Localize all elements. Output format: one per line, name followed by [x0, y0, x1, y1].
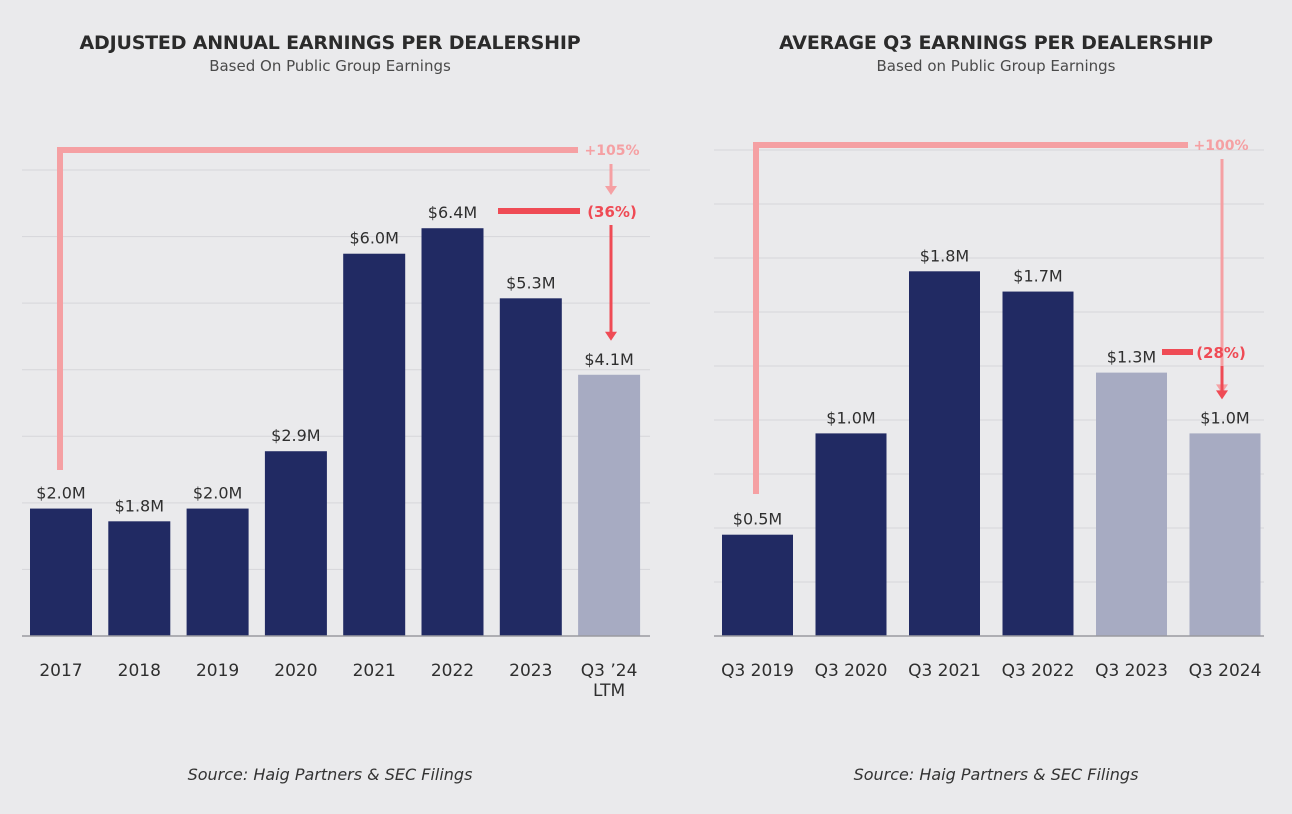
bar-value-label: $2.9M [271, 426, 320, 445]
right-chart-title: AVERAGE Q3 EARNINGS PER DEALERSHIP [779, 32, 1213, 54]
x-tick-label: 2019 [196, 661, 239, 681]
bar-value-label: $1.0M [1200, 408, 1249, 427]
bar-value-label: $6.4M [428, 203, 477, 222]
bar-value-label: $0.5M [733, 510, 782, 529]
left-chart-subtitle: Based On Public Group Earnings [209, 57, 451, 75]
increase-bracket [57, 147, 578, 470]
bar [909, 271, 980, 636]
bar [30, 508, 92, 636]
x-tick-label: 2018 [118, 661, 161, 681]
bar [1189, 433, 1261, 636]
x-tick-label: Q3 2022 [1002, 661, 1075, 681]
bar [499, 298, 562, 636]
x-tick-label: Q3 ’24 LTM [581, 661, 638, 701]
bar [815, 433, 887, 636]
bar-value-label: $4.1M [584, 350, 633, 369]
right-bar-chart: $0.5M Q3 2019 $1.0M Q3 2020 $1.8M Q3 2021 $1.7… [714, 138, 1264, 681]
left-chart-title: ADJUSTED ANNUAL EARNINGS PER DEALERSHIP [79, 32, 581, 54]
x-tick-label: 2020 [274, 661, 317, 681]
right-chart-panel: AVERAGE Q3 EARNINGS PER DEALERSHIP Based… [700, 0, 1292, 814]
bar [1096, 372, 1167, 636]
bar [1002, 291, 1074, 636]
increase-label: +105% [585, 143, 640, 159]
bar-value-label: $1.3M [1107, 348, 1156, 367]
bar-value-label: $1.7M [1013, 267, 1062, 286]
x-tick-label: 2023 [509, 661, 552, 681]
right-chart-source: Source: Haig Partners & SEC Filings [853, 765, 1139, 784]
x-tick-label: Q3 2024 [1189, 661, 1262, 681]
decrease-arrow-head [1216, 390, 1228, 400]
bar [343, 253, 406, 636]
x-tick-label: 2022 [431, 661, 474, 681]
x-tick-label: Q3 2019 [721, 661, 794, 681]
bar-value-label: $1.8M [115, 496, 164, 515]
bar-value-label: $1.0M [826, 408, 875, 427]
left-chart-panel: ADJUSTED ANNUAL EARNINGS PER DEALERSHIP … [22, 32, 650, 784]
bar [421, 228, 484, 636]
decrease-arrow-head [605, 331, 617, 341]
bar-value-label: $2.0M [193, 484, 242, 503]
bar-value-label: $1.8M [920, 246, 969, 265]
bar-value-label: $5.3M [506, 273, 555, 292]
bar [578, 374, 641, 636]
right-chart-subtitle: Based on Public Group Earnings [876, 57, 1116, 75]
left-chart-source: Source: Haig Partners & SEC Filings [187, 765, 473, 784]
bar-value-label: $6.0M [349, 229, 398, 248]
decrease-label: (36%) [587, 203, 637, 221]
x-tick-label: Q3 2021 [908, 661, 981, 681]
bar [264, 451, 327, 636]
bar [108, 521, 171, 636]
x-tick-label: Q3 2020 [815, 661, 888, 681]
bar [186, 508, 249, 636]
x-tick-label: 2021 [353, 661, 396, 681]
left-bar-chart: $2.0M 2017 $1.8M 2018 $2.0M 2019 $2.9M 2020 $6.0… [22, 143, 650, 701]
x-tick-label: Q3 2023 [1095, 661, 1168, 681]
x-tick-label: 2017 [39, 661, 82, 681]
increase-label: +100% [1194, 138, 1249, 154]
bar [722, 534, 793, 636]
increase-arrow-head [605, 186, 617, 195]
increase-bracket [753, 142, 1188, 494]
bar-value-label: $2.0M [36, 484, 85, 503]
decrease-label: (28%) [1196, 344, 1246, 362]
